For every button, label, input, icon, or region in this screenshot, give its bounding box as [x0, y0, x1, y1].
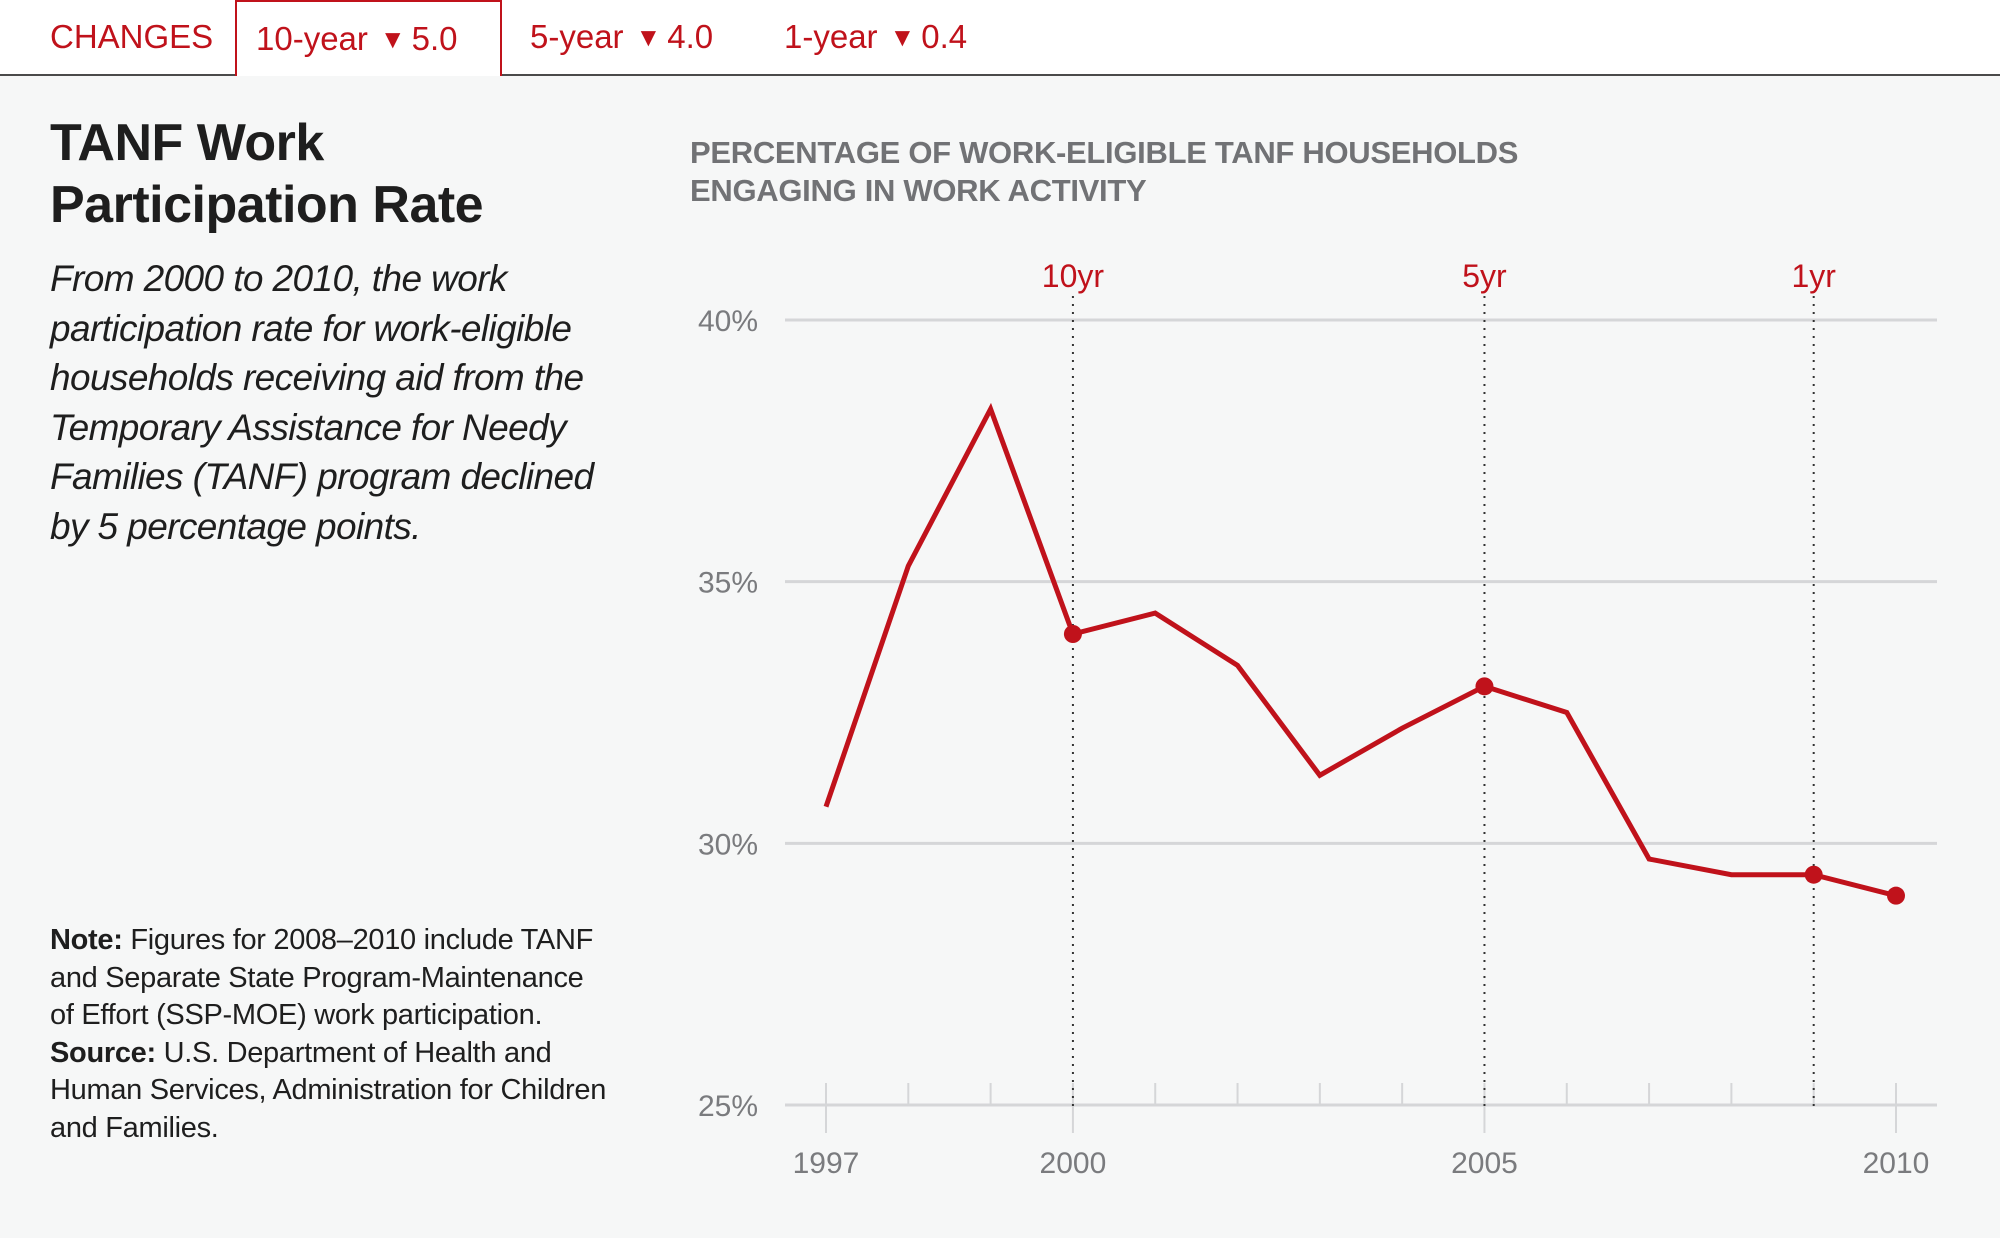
tab-value: 4.0	[667, 18, 714, 55]
title-line-1: TANF Work	[50, 114, 324, 172]
notes-block: Note: Figures for 2008–2010 include TANF…	[50, 922, 610, 1147]
data-point	[1887, 886, 1905, 905]
title-line-2: Participation Rate	[50, 176, 484, 234]
tab-10-year[interactable]: 10-year ▼ 5.0	[235, 0, 502, 76]
note-text: Figures for 2008–2010 include TANF and S…	[50, 924, 594, 1031]
chart-title: PERCENTAGE OF WORK-ELIGIBLE TANF HOUSEHO…	[690, 135, 1519, 208]
tab-label: 1-year	[784, 18, 878, 55]
data-point	[1063, 625, 1082, 643]
y-tick-label: 40%	[698, 305, 758, 338]
annotation-label: 1yr	[1791, 258, 1836, 294]
annotation-label: 10yr	[1042, 258, 1105, 294]
source-text: U.S. Department of Health and Human Serv…	[50, 1036, 607, 1144]
data-point	[1804, 865, 1823, 884]
x-tick-label: 2010	[1863, 1147, 1930, 1180]
series-line	[823, 402, 1897, 899]
data-point	[1475, 677, 1494, 696]
changes-header: CHANGES 10-year ▼ 5.0 5-year ▼ 4.0 1-year ▼ 0.…	[0, 0, 2000, 76]
x-tick-label: 1997	[793, 1147, 860, 1180]
description: From 2000 to 2010, the work participatio…	[50, 258, 594, 547]
source-label: Source:	[50, 1036, 156, 1069]
x-tick-label: 2005	[1451, 1147, 1518, 1180]
note-label: Note:	[50, 924, 123, 956]
x-tick-label: 2000	[1040, 1147, 1107, 1180]
down-triangle-icon: ▼	[635, 22, 662, 52]
y-tick-label: 35%	[698, 567, 758, 600]
down-triangle-icon: ▼	[379, 24, 406, 54]
annotation-label: 5yr	[1462, 258, 1507, 294]
y-tick-label: 30%	[698, 828, 758, 861]
tab-value: 0.4	[921, 18, 968, 55]
tab-5-year[interactable]: 5-year ▼ 4.0	[530, 0, 713, 74]
down-triangle-icon: ▼	[889, 22, 916, 52]
tab-label: 5-year	[530, 18, 624, 55]
tab-1-year[interactable]: 1-year ▼ 0.4	[784, 0, 967, 74]
tab-label: 10-year	[256, 20, 368, 57]
tab-value: 5.0	[411, 20, 458, 57]
page-title: TANF Work Participation Rate	[50, 112, 610, 236]
y-tick-label: 25%	[698, 1090, 758, 1123]
changes-label: CHANGES	[50, 18, 214, 55]
